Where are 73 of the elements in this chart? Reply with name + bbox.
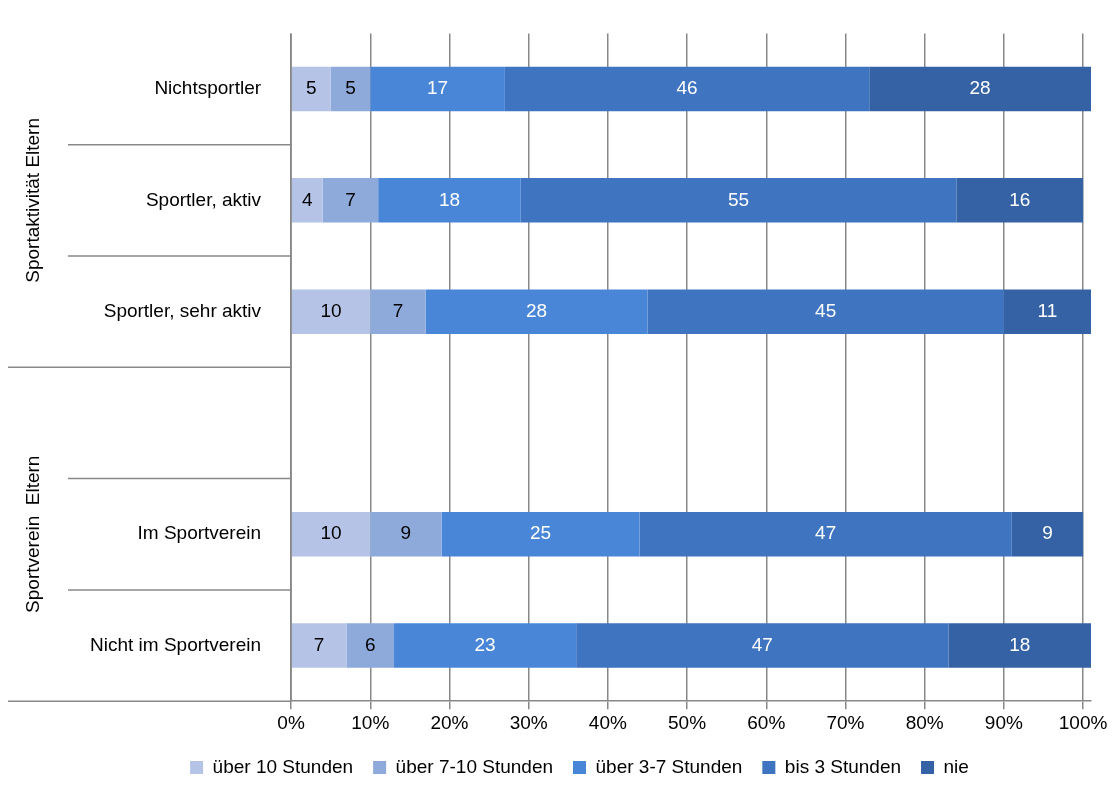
data-label: 28 xyxy=(526,299,548,321)
bar xyxy=(639,511,1012,557)
bar xyxy=(1011,511,1084,557)
bar xyxy=(520,178,957,223)
x-tick-label: 20% xyxy=(430,711,469,733)
data-label: 47 xyxy=(751,633,773,655)
bar xyxy=(291,178,323,223)
bar xyxy=(291,289,371,334)
y-tick-label: Nicht im Sportverein xyxy=(89,633,262,655)
data-label: 17 xyxy=(427,77,449,99)
data-label: 7 xyxy=(392,299,404,321)
bar xyxy=(394,623,577,668)
x-tick-label: 80% xyxy=(905,711,944,733)
bar xyxy=(647,289,1004,334)
data-label: 45 xyxy=(815,299,837,321)
data-label: 6 xyxy=(364,633,376,655)
text: Sportverein Eltern xyxy=(22,455,44,613)
data-label: 11 xyxy=(1037,299,1058,321)
data-label: 16 xyxy=(1009,188,1031,210)
data-label: 10 xyxy=(320,299,342,321)
bar xyxy=(370,511,442,557)
legend-label: bis 3 Stunden xyxy=(784,755,902,777)
bar xyxy=(330,66,371,112)
x-tick-label: 50% xyxy=(668,711,707,733)
y-tick-label: Sportler, sehr aktiv xyxy=(103,299,262,321)
bar xyxy=(948,623,1091,668)
data-label: 7 xyxy=(345,188,356,210)
x-tick-label: 100% xyxy=(1058,711,1108,733)
bar xyxy=(370,289,426,334)
data-label: 46 xyxy=(676,77,698,99)
bar xyxy=(291,511,371,557)
bar xyxy=(370,66,505,112)
data-label: 25 xyxy=(529,522,552,544)
bar xyxy=(291,623,347,668)
bar xyxy=(1003,289,1091,334)
data-label: 5 xyxy=(305,77,317,99)
data-label: 4 xyxy=(301,188,313,210)
data-label: 23 xyxy=(474,633,496,655)
data-label: 47 xyxy=(815,522,837,544)
bar xyxy=(425,289,648,334)
data-label: 9 xyxy=(400,522,412,544)
data-label: 18 xyxy=(438,188,461,210)
bar xyxy=(504,66,870,112)
legend-label: nie xyxy=(943,755,969,777)
bar xyxy=(869,66,1091,112)
x-tick-label: 0% xyxy=(277,711,305,733)
y-tick-label: Im Sportverein xyxy=(137,522,262,544)
text: Sportaktivität Eltern xyxy=(22,117,44,283)
bar xyxy=(291,66,331,112)
bar xyxy=(956,178,1084,223)
bar xyxy=(322,178,379,223)
data-label: 28 xyxy=(969,77,991,99)
x-tick-label: 90% xyxy=(984,711,1023,733)
bar xyxy=(441,511,640,557)
legend-label: über 7-10 Stunden xyxy=(395,755,554,777)
bar xyxy=(576,623,949,668)
data-label: 7 xyxy=(313,633,325,655)
bar xyxy=(378,178,521,223)
x-tick-label: 40% xyxy=(588,711,627,733)
data-label: 55 xyxy=(727,188,750,210)
x-tick-label: 70% xyxy=(826,711,865,733)
y-tick-label: Sportler, aktiv xyxy=(145,188,262,210)
legend-label: über 3-7 Stunden xyxy=(595,755,743,777)
legend-label: über 10 Stunden xyxy=(212,755,354,777)
data-label: 5 xyxy=(345,77,356,99)
data-label: 10 xyxy=(320,522,342,544)
data-label: 9 xyxy=(1042,522,1053,544)
bar xyxy=(346,623,395,668)
data-label: 18 xyxy=(1009,633,1031,655)
x-tick-label: 10% xyxy=(351,711,390,733)
x-tick-label: 30% xyxy=(509,711,548,733)
y-tick-label: Nichtsportler xyxy=(154,77,262,99)
x-tick-label: 60% xyxy=(747,711,786,733)
